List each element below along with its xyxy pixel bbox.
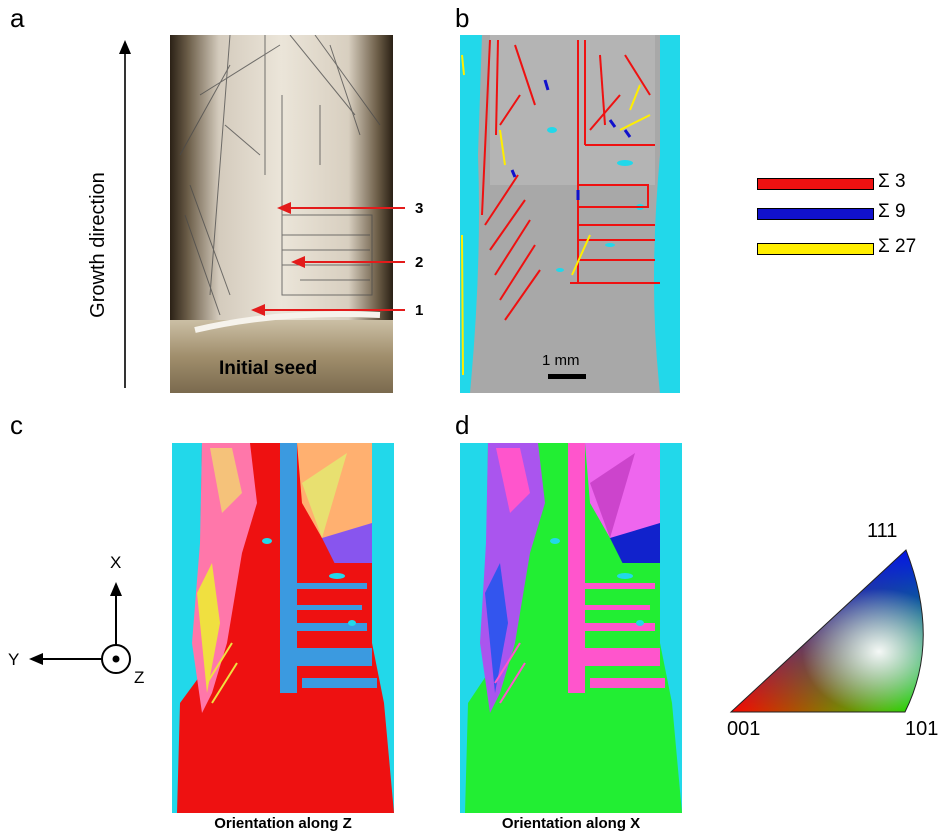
legend-swatch bbox=[757, 208, 874, 220]
caption-orientation-z: Orientation along Z bbox=[214, 815, 352, 832]
caption-orientation-x: Orientation along X bbox=[501, 815, 641, 832]
annotation-arrows bbox=[251, 202, 405, 316]
panel-letter-a: a bbox=[10, 3, 25, 33]
legend-label: Σ 9 bbox=[878, 201, 906, 222]
arrow-label-2: 2 bbox=[415, 254, 424, 271]
axis-label-z: Z bbox=[134, 668, 145, 687]
axis-glyph bbox=[29, 582, 131, 674]
orientation-map-x bbox=[460, 443, 682, 813]
triangle-label-111: 111 bbox=[867, 520, 898, 542]
scale-bar-label: 1 mm bbox=[542, 352, 580, 369]
scale-bar bbox=[548, 374, 586, 379]
axis-label-x: X bbox=[110, 553, 122, 572]
triangle-label-101: 101 bbox=[905, 718, 939, 740]
axis-label-y: Y bbox=[8, 650, 20, 669]
triangle-label-001: 001 bbox=[727, 718, 761, 740]
panel-letter-d: d bbox=[455, 410, 470, 440]
legend-label: Σ 27 bbox=[878, 236, 917, 257]
growth-direction-label: Growth direction bbox=[87, 172, 109, 318]
ipf-color-triangle bbox=[729, 549, 924, 713]
grain-boundary-map bbox=[460, 35, 680, 393]
legend-swatch bbox=[757, 178, 874, 190]
legend-label: Σ 3 bbox=[878, 171, 906, 192]
legend-swatch bbox=[757, 243, 874, 255]
crystal-photo bbox=[170, 35, 393, 393]
orientation-map-z bbox=[172, 443, 394, 813]
arrow-label-3: 3 bbox=[415, 200, 424, 217]
growth-direction-arrow bbox=[119, 40, 131, 388]
panel-letter-b: b bbox=[455, 3, 470, 33]
initial-seed-label: Initial seed bbox=[219, 358, 318, 379]
arrow-label-1: 1 bbox=[415, 302, 424, 319]
panel-letter-c: c bbox=[10, 410, 23, 440]
